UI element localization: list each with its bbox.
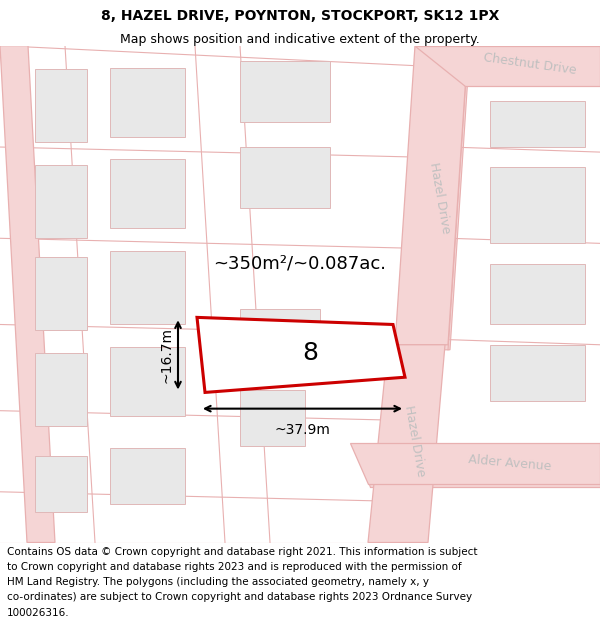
Bar (110, 68, 185, 137)
Text: to Crown copyright and database rights 2023 and is reproduced with the permissio: to Crown copyright and database rights 2… (7, 562, 462, 572)
Polygon shape (415, 46, 600, 86)
Text: Alder Avenue: Alder Avenue (468, 453, 552, 474)
Bar (240, 309, 320, 365)
Text: 100026316.: 100026316. (7, 608, 70, 618)
Text: Hazel Drive: Hazel Drive (403, 404, 428, 478)
Polygon shape (395, 46, 468, 345)
Polygon shape (368, 345, 445, 542)
Bar (240, 391, 305, 446)
Text: Map shows position and indicative extent of the property.: Map shows position and indicative extent… (120, 33, 480, 46)
Polygon shape (420, 46, 600, 81)
Polygon shape (400, 46, 470, 350)
Text: ~350m²/~0.087ac.: ~350m²/~0.087ac. (214, 254, 386, 272)
Text: ~37.9m: ~37.9m (275, 423, 331, 437)
Text: Contains OS data © Crown copyright and database right 2021. This information is : Contains OS data © Crown copyright and d… (7, 547, 478, 557)
Bar (490, 345, 585, 401)
Text: co-ordinates) are subject to Crown copyright and database rights 2023 Ordnance S: co-ordinates) are subject to Crown copyr… (7, 592, 472, 602)
Bar (240, 61, 330, 122)
Polygon shape (197, 318, 405, 392)
Bar (490, 264, 585, 324)
Polygon shape (350, 443, 600, 484)
Bar (490, 101, 585, 147)
Polygon shape (355, 446, 600, 487)
Bar (35, 69, 87, 142)
Bar (35, 165, 87, 238)
Bar (110, 251, 185, 324)
Polygon shape (370, 350, 430, 542)
Text: 8: 8 (302, 341, 318, 365)
Polygon shape (0, 46, 55, 542)
Bar (490, 168, 585, 243)
Text: Hazel Drive: Hazel Drive (427, 161, 452, 234)
Text: HM Land Registry. The polygons (including the associated geometry, namely x, y: HM Land Registry. The polygons (includin… (7, 577, 429, 587)
Bar (110, 347, 185, 416)
Text: 8, HAZEL DRIVE, POYNTON, STOCKPORT, SK12 1PX: 8, HAZEL DRIVE, POYNTON, STOCKPORT, SK12… (101, 9, 499, 23)
Bar (110, 448, 185, 504)
Bar (35, 256, 87, 329)
Bar (110, 159, 185, 228)
Text: ~16.7m: ~16.7m (159, 327, 173, 383)
Text: Chestnut Drive: Chestnut Drive (482, 51, 577, 77)
Bar (35, 456, 87, 512)
Bar (35, 353, 87, 426)
Bar (240, 147, 330, 208)
